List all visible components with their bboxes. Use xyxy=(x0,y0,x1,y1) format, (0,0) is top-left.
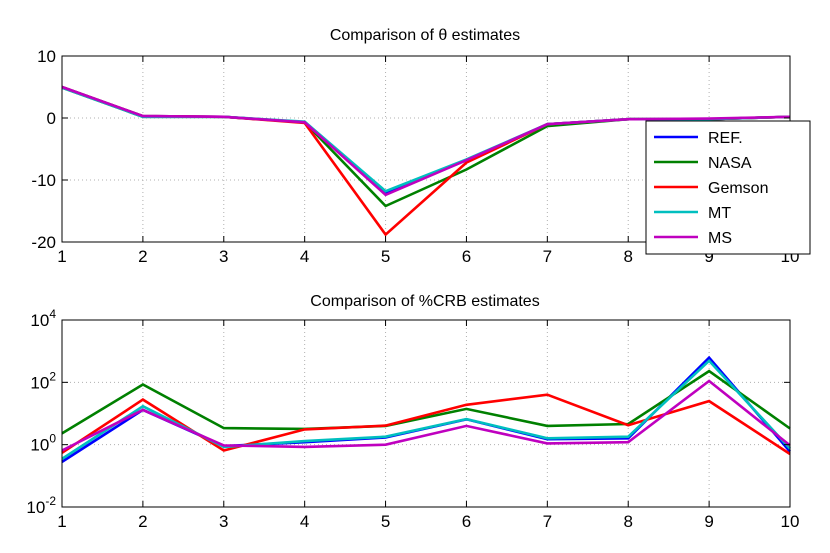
x-tick-label: 8 xyxy=(623,247,632,266)
legend-label: REF. xyxy=(708,130,743,147)
y-tick-label: -10 xyxy=(31,171,56,190)
x-tick-label: 6 xyxy=(462,247,471,266)
y-tick-label: -20 xyxy=(31,233,56,252)
x-tick-label: 2 xyxy=(138,247,147,266)
x-tick-label: 4 xyxy=(300,247,309,266)
x-tick-label: 6 xyxy=(462,512,471,531)
x-tick-label: 7 xyxy=(543,247,552,266)
x-tick-label: 8 xyxy=(623,512,632,531)
y-tick-label: 10-2 xyxy=(26,494,56,517)
x-tick-label: 5 xyxy=(381,512,390,531)
x-tick-label: 2 xyxy=(138,512,147,531)
x-tick-label: 3 xyxy=(219,247,228,266)
crb-comparison-chart: Comparison of %CRB estimates 1 2 3 4 5 6 7 8 9 10… xyxy=(26,293,799,531)
series-line-ms xyxy=(61,379,791,452)
y-tick-label: 10 xyxy=(37,47,56,66)
plot-area-frame xyxy=(61,319,791,508)
y-tick-label: 104 xyxy=(30,307,56,330)
y-tick-label: 0 xyxy=(47,109,56,128)
x-tick-label: 1 xyxy=(57,247,66,266)
x-tick-label: 4 xyxy=(300,512,309,531)
x-tick-label: 7 xyxy=(543,512,552,531)
chart-title: Comparison of %CRB estimates xyxy=(310,293,539,310)
y-tick-label: 102 xyxy=(30,369,56,392)
legend-label: MS xyxy=(708,230,732,247)
legend-label: NASA xyxy=(708,155,752,172)
x-tick-label: 9 xyxy=(704,512,713,531)
x-tick-label: 10 xyxy=(781,512,800,531)
x-tick-label: 1 xyxy=(57,512,66,531)
x-tick-label: 9 xyxy=(704,247,713,266)
chart-title: Comparison of θ estimates xyxy=(330,27,520,44)
legend-label: Gemson xyxy=(708,180,768,197)
x-tick-label: 5 xyxy=(381,247,390,266)
legend-label: MT xyxy=(708,205,731,222)
series-line-ms xyxy=(61,85,791,197)
y-tick-label: 100 xyxy=(30,432,56,455)
x-tick-label: 3 xyxy=(219,512,228,531)
theta-comparison-chart: Comparison of θ estimates 1 2 3 4 5 6 7 8 9 10100… xyxy=(31,27,811,266)
